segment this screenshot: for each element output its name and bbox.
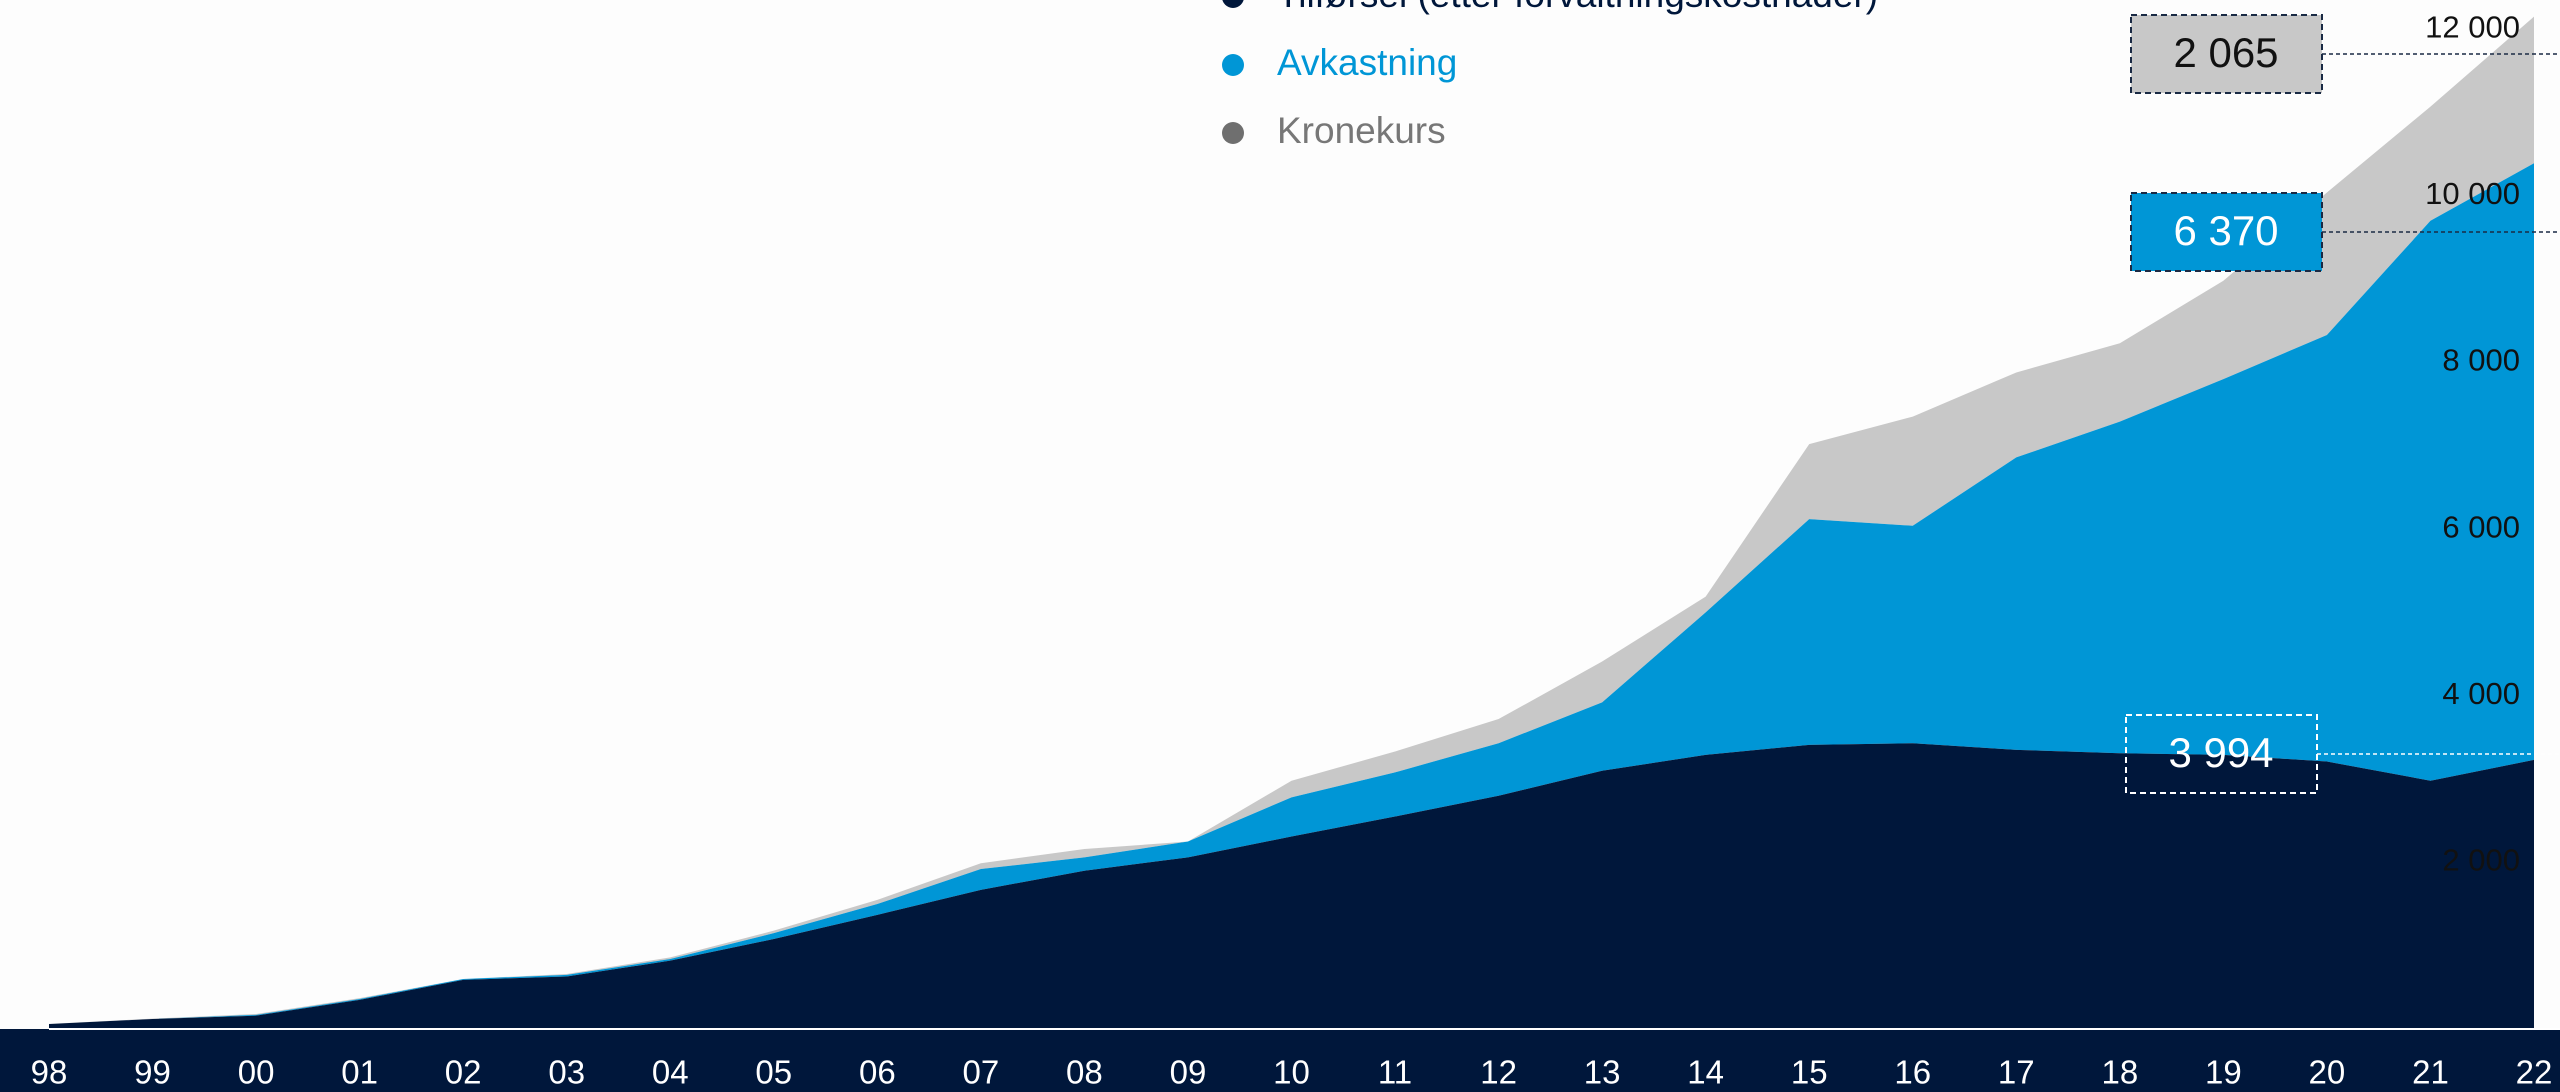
y-tick-label: 12 000: [2425, 9, 2520, 44]
legend-marker: [1222, 0, 1244, 8]
x-tick-label: 20: [2309, 1054, 2346, 1091]
x-tick-label: 12: [1480, 1054, 1517, 1091]
x-tick-label: 03: [548, 1054, 585, 1091]
y-tick-label: 2 000: [2442, 843, 2520, 878]
x-tick-label: 00: [238, 1054, 275, 1091]
y-tick-label: 4 000: [2442, 676, 2520, 711]
x-tick-label: 18: [2101, 1054, 2138, 1091]
x-tick-label: 13: [1584, 1054, 1621, 1091]
x-tick-label: 11: [1378, 1054, 1412, 1091]
legend-marker: [1222, 54, 1244, 76]
legend-marker: [1222, 122, 1244, 144]
annotation-box: [2130, 14, 2323, 94]
y-tick-label: 6 000: [2442, 509, 2520, 544]
x-tick-label: 04: [652, 1054, 689, 1091]
legend-label: Tilførsel (etter forvaltningskostnader): [1277, 0, 1878, 15]
x-tick-label: 17: [1998, 1054, 2035, 1091]
x-tick-label: 08: [1066, 1054, 1103, 1091]
annotation-label: 2 065: [2173, 29, 2278, 76]
x-tick-label: 19: [2205, 1054, 2242, 1091]
x-tick-label: 15: [1791, 1054, 1828, 1091]
x-tick-label: 01: [341, 1054, 378, 1091]
x-tick-label: 99: [134, 1054, 171, 1091]
area: [49, 743, 2534, 1029]
y-tick-label: 10 000: [2425, 176, 2520, 211]
annotation-label: 6 370: [2173, 207, 2278, 254]
x-tick-label: 10: [1273, 1054, 1310, 1091]
x-tick-label: 07: [963, 1054, 1000, 1091]
x-tick-label: 16: [1894, 1054, 1931, 1091]
x-tick-label: 05: [755, 1054, 792, 1091]
legend-label: Kronekurs: [1277, 110, 1446, 151]
legend-label: Avkastning: [1277, 42, 1457, 83]
x-tick-label: 22: [2516, 1054, 2553, 1091]
x-tick-label: 98: [31, 1054, 68, 1091]
x-axis-band: [0, 1029, 2560, 1092]
x-tick-label: 02: [445, 1054, 482, 1091]
area: [49, 163, 2534, 1025]
y-tick-label: 8 000: [2442, 343, 2520, 378]
annotation-box: [2125, 714, 2318, 794]
annotation-box: [2130, 192, 2323, 272]
x-tick-label: 21: [2412, 1054, 2449, 1091]
x-tick-label: 06: [859, 1054, 896, 1091]
x-tick-label: 14: [1687, 1054, 1724, 1091]
x-tick-label: 09: [1170, 1054, 1207, 1091]
annotation-label: 3 994: [2168, 729, 2273, 776]
